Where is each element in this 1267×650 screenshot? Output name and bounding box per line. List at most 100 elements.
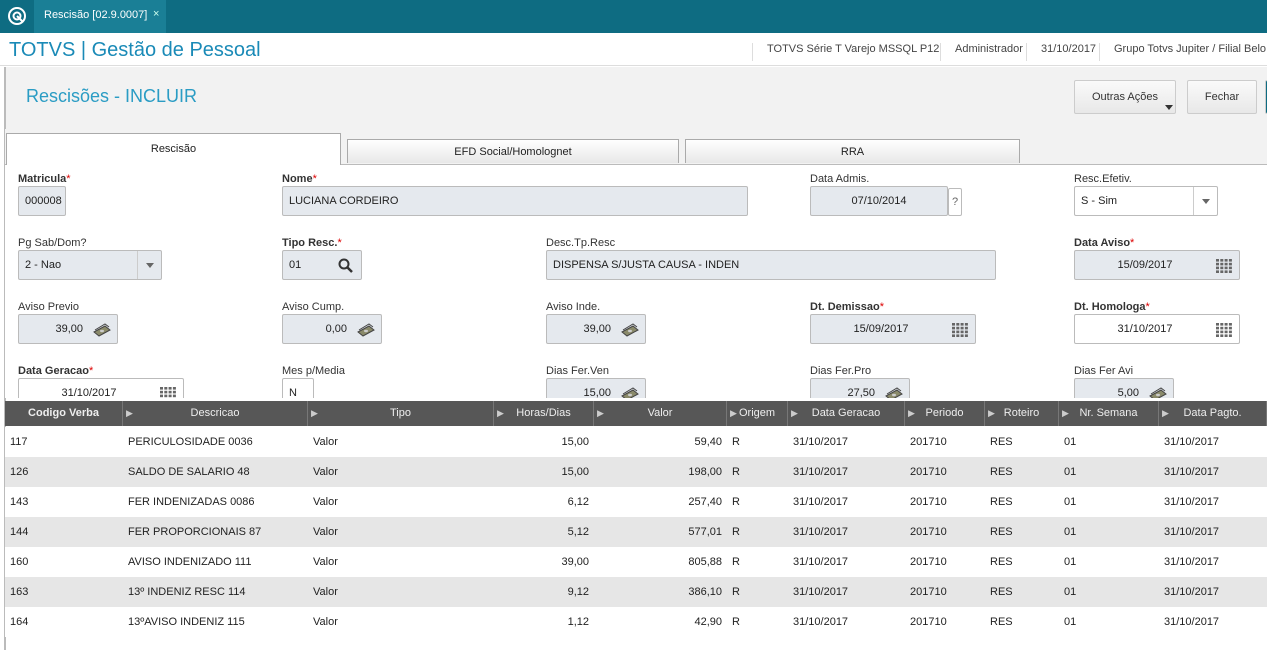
label-text: Aviso Inde. bbox=[546, 301, 601, 313]
table-cell: R bbox=[732, 436, 740, 448]
header-text: Codigo Verba bbox=[28, 407, 99, 419]
header-text: Roteiro bbox=[1003, 407, 1040, 419]
field-label: Data Geracao* bbox=[18, 365, 93, 377]
input-field[interactable]: 2 - Nao bbox=[18, 250, 162, 280]
table-row[interactable]: 144 FER PROPORCIONAIS 87 Valor 5,12 577,01 R 3… bbox=[5, 517, 1267, 547]
input-field[interactable]: 15,00 bbox=[546, 378, 646, 398]
input-field[interactable]: 39,00 bbox=[18, 314, 118, 344]
column-header[interactable]: ▶ Periodo bbox=[905, 401, 985, 426]
input-field[interactable]: N bbox=[282, 378, 314, 398]
column-header[interactable]: ▶ Valor bbox=[594, 401, 727, 426]
table-cell: 31/10/2017 bbox=[793, 586, 849, 598]
input-field[interactable]: S - Sim bbox=[1074, 186, 1218, 216]
table-cell: 39,00 bbox=[561, 556, 589, 568]
cal-icon[interactable] bbox=[159, 385, 177, 398]
header-text: Valor bbox=[647, 407, 673, 419]
sort-arrow: ▶ bbox=[908, 408, 915, 418]
table-cell: Valor bbox=[313, 556, 338, 568]
table-cell: RES bbox=[990, 496, 1013, 508]
header-text: Periodo bbox=[925, 407, 964, 419]
field-value: 27,50 bbox=[847, 387, 875, 398]
money-icon[interactable] bbox=[1149, 385, 1167, 398]
window-tab[interactable]: Rescisão [02.9.0007] × bbox=[34, 0, 166, 33]
input-field[interactable]: 15/09/2017 bbox=[810, 314, 976, 344]
label-text: Aviso Cump. bbox=[282, 301, 345, 313]
input-field[interactable]: 5,00 bbox=[1074, 378, 1174, 398]
column-header[interactable]: ▶ Descricao bbox=[123, 401, 308, 426]
field-value: LUCIANA CORDEIRO bbox=[289, 195, 399, 207]
table-cell: 201710 bbox=[910, 526, 947, 538]
column-header[interactable]: ▶ Origem bbox=[727, 401, 788, 426]
header-text: Descricao bbox=[190, 407, 240, 419]
help-button[interactable]: ? bbox=[948, 188, 962, 216]
label-text: Resc.Efetiv. bbox=[1074, 173, 1132, 185]
table-row[interactable]: 164 13ºAVISO INDENIZ 115 Valor 1,12 42,90 R 31… bbox=[5, 607, 1267, 637]
table-row[interactable]: 126 SALDO DE SALARIO 48 Valor 15,00 198,00 R 3… bbox=[5, 457, 1267, 487]
table-row[interactable]: 163 13º INDENIZ RESC 114 Valor 9,12 386,10 R 3… bbox=[5, 577, 1267, 607]
required-mark: * bbox=[88, 365, 94, 377]
table-cell: 164 bbox=[10, 616, 29, 628]
form-tab[interactable]: Rescisão bbox=[6, 133, 341, 165]
form-tab[interactable]: EFD Social/Homolognet bbox=[347, 139, 679, 163]
field-value: 000008 bbox=[25, 195, 62, 207]
sort-arrow: ▶ bbox=[597, 408, 604, 418]
dropdown-button[interactable] bbox=[137, 251, 161, 279]
table-row[interactable]: 160 AVISO INDENIZADO 111 Valor 39,00 805,88 R… bbox=[5, 547, 1267, 577]
input-field[interactable]: 0,00 bbox=[282, 314, 382, 344]
label-text: Mes p/Media bbox=[282, 365, 345, 377]
form-tab[interactable]: RRA bbox=[685, 139, 1020, 163]
table-cell: 6,12 bbox=[567, 496, 589, 508]
confirm-button[interactable] bbox=[1265, 80, 1267, 114]
cal-icon[interactable] bbox=[951, 321, 969, 337]
input-field[interactable]: 15/09/2017 bbox=[1074, 250, 1240, 280]
label-text: Data Aviso bbox=[1074, 237, 1131, 249]
table-cell: 201710 bbox=[910, 496, 947, 508]
table-cell: 31/10/2017 bbox=[793, 616, 849, 628]
search-icon[interactable] bbox=[337, 257, 355, 273]
input-field[interactable]: 000008 bbox=[18, 186, 66, 216]
input-field[interactable]: LUCIANA CORDEIRO bbox=[282, 186, 748, 216]
input-field[interactable]: 01 bbox=[282, 250, 362, 280]
table-cell: 144 bbox=[10, 526, 29, 538]
column-header[interactable]: ▶ Horas/Dias bbox=[494, 401, 594, 426]
logo[interactable] bbox=[8, 7, 26, 25]
column-header[interactable]: ▶ Tipo bbox=[308, 401, 494, 426]
money-icon[interactable] bbox=[93, 321, 111, 337]
input-field[interactable]: DISPENSA S/JUSTA CAUSA - INDEN bbox=[546, 250, 996, 280]
field-value: N bbox=[289, 387, 297, 398]
more-actions-button[interactable]: Outras Ações bbox=[1074, 80, 1176, 114]
required-mark: * bbox=[66, 173, 71, 185]
column-header[interactable]: Codigo Verba bbox=[5, 401, 123, 426]
column-header[interactable]: ▶ Roteiro bbox=[985, 401, 1059, 426]
table-row[interactable]: 117 PERICULOSIDADE 0036 Valor 15,00 59,40 R 31… bbox=[5, 427, 1267, 457]
input-field[interactable]: 07/10/2014 bbox=[810, 186, 948, 216]
column-header[interactable]: ▶ Data Pagto. bbox=[1159, 401, 1267, 426]
table-cell: R bbox=[732, 616, 740, 628]
table-row[interactable]: 143 FER INDENIZADAS 0086 Valor 6,12 257,40 R 3… bbox=[5, 487, 1267, 517]
cal-icon[interactable] bbox=[1215, 321, 1233, 337]
input-field[interactable]: 31/10/2017 bbox=[1074, 314, 1240, 344]
table-cell: 201710 bbox=[910, 436, 947, 448]
table-cell: 01 bbox=[1064, 466, 1077, 478]
tab-close[interactable]: × bbox=[153, 8, 160, 20]
money-icon[interactable] bbox=[357, 321, 375, 337]
money-icon[interactable] bbox=[621, 385, 639, 398]
input-field[interactable]: 39,00 bbox=[546, 314, 646, 344]
required-mark: * bbox=[312, 173, 317, 185]
table-cell: 5,12 bbox=[567, 526, 589, 538]
money-icon[interactable] bbox=[885, 385, 903, 398]
grid: Codigo Verba ▶ Descricao ▶ Tipo ▶ Horas/Dias ▶ V… bbox=[5, 401, 1267, 650]
money-icon[interactable] bbox=[621, 321, 639, 337]
table-cell: Valor bbox=[313, 526, 338, 538]
input-field[interactable]: 31/10/2017 bbox=[18, 378, 184, 398]
close-button[interactable]: Fechar bbox=[1187, 80, 1257, 114]
field-value: 2 - Nao bbox=[25, 259, 62, 271]
input-field[interactable]: 27,50 bbox=[810, 378, 910, 398]
column-header[interactable]: ▶ Nr. Semana bbox=[1059, 401, 1159, 426]
table-cell: RES bbox=[990, 436, 1013, 448]
cal-icon[interactable] bbox=[1215, 257, 1233, 273]
field-label: Aviso Previo bbox=[18, 301, 79, 313]
dropdown-button[interactable] bbox=[1193, 187, 1217, 215]
column-header[interactable]: ▶ Data Geracao bbox=[788, 401, 905, 426]
